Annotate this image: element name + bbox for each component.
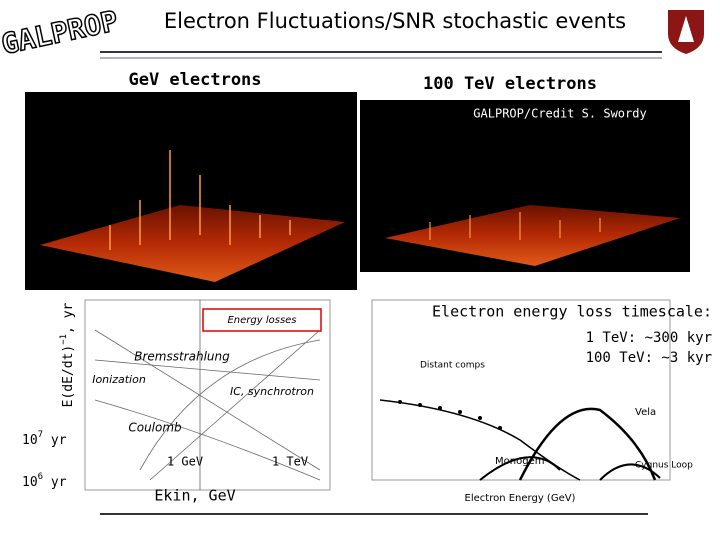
plot-annotation: Bremsstrahlung (134, 350, 230, 364)
spectrum-curves (379, 399, 661, 481)
simulation-surface (385, 205, 680, 266)
plot-annotation: Vela (635, 407, 656, 418)
slide-title: Electron Fluctuations/SNR stochastic eve… (164, 9, 626, 33)
plot-annotation: Distant comps (420, 361, 485, 371)
image-credit: GALPROP/Credit S. Swordy (473, 107, 646, 121)
note: 100 TeV: ~3 kyr (586, 350, 712, 366)
plot-annotation: IC, synchrotron (230, 385, 314, 398)
panel-title: 100 TeV electrons (423, 74, 597, 94)
y-axis-label: E(dE/dt)−1, yr (59, 302, 76, 407)
y-tick-label: 106 yr (22, 472, 67, 490)
simulation-spikes (429, 212, 601, 240)
highlight-box (202, 308, 322, 332)
plot-annotation: Energy losses (227, 315, 296, 326)
spectrum-plot-frame (371, 299, 671, 481)
tick-exp: 7 (38, 430, 43, 440)
tick-base: 10 (22, 475, 38, 490)
panel-title: GeV electrons (128, 70, 261, 90)
y-label-unit: , yr (61, 302, 76, 333)
note: 1 TeV: ~300 kyr (586, 330, 712, 346)
note: Electron energy loss timescale: (432, 303, 712, 321)
plot-annotation: 1 TeV (272, 455, 308, 469)
plot-annotation: Monogem (495, 456, 544, 467)
tick-exp: 6 (38, 472, 43, 482)
y-label-text: E(dE/dt) (61, 345, 76, 408)
x-axis-label: Ekin, GeV (154, 487, 235, 505)
tick-base: 10 (22, 433, 38, 448)
plot-annotation: Cygnus Loop (635, 461, 693, 471)
simulation-spikes (109, 150, 291, 250)
spectrum-points (398, 400, 502, 430)
plot-annotation: 1 GeV (167, 455, 203, 469)
loss-curves (94, 300, 321, 490)
simulation-surface (40, 205, 345, 282)
x-axis-label: Electron Energy (GeV) (465, 493, 576, 504)
plot-annotation: Ionization (92, 373, 146, 386)
tick-unit: yr (43, 433, 67, 448)
tick-unit: yr (43, 475, 67, 490)
logo-tree (678, 16, 694, 42)
plot-annotation: Coulomb (128, 421, 182, 435)
y-tick-label: 107 yr (22, 430, 67, 448)
y-label-exp: −1 (59, 334, 69, 345)
